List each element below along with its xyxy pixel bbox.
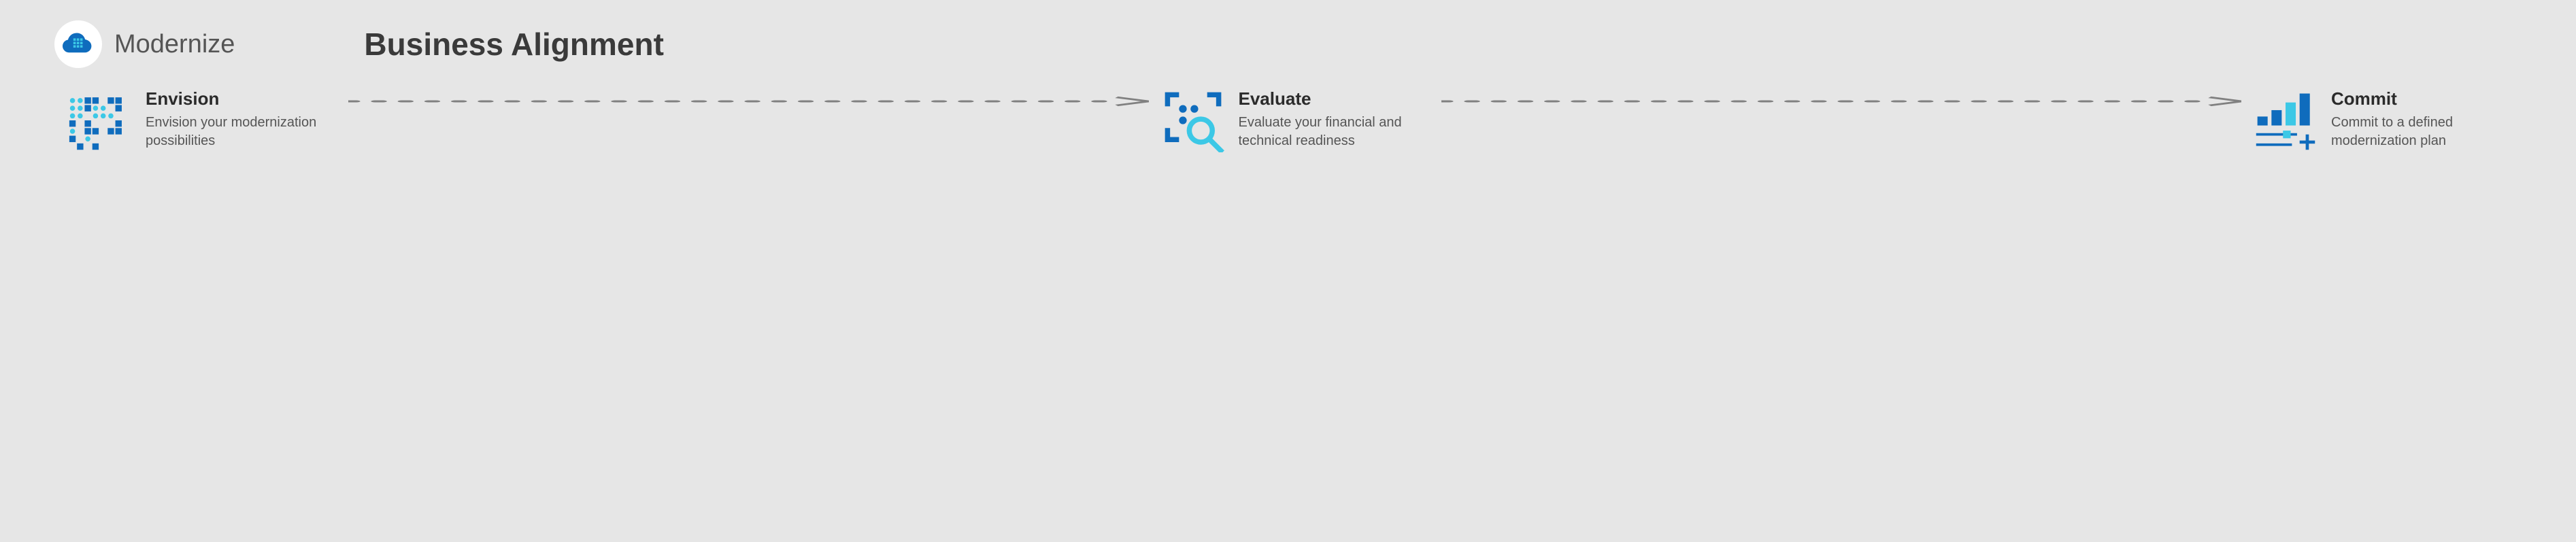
cloud-grid-icon bbox=[63, 29, 94, 60]
logo-circle bbox=[54, 20, 102, 68]
step-commit-title: Commit bbox=[2331, 88, 2522, 109]
step-envision-title: Envision bbox=[146, 88, 219, 109]
envision-icon bbox=[68, 88, 132, 152]
step-evaluate-desc: Evaluate your financial and technical re… bbox=[1239, 114, 1429, 150]
step-commit-text: Commit Commit to a defined modernization… bbox=[2331, 88, 2522, 150]
step-envision-text: Envision Envision your modernization pos… bbox=[146, 88, 336, 150]
logo-block: Modernize bbox=[54, 20, 235, 68]
step-envision-desc: Envision your modernization possibilitie… bbox=[146, 114, 336, 150]
connector-2 bbox=[1441, 92, 2242, 110]
evaluate-icon bbox=[1161, 88, 1225, 152]
page-root: Modernize Business Alignment bbox=[0, 0, 2576, 173]
step-evaluate: Evaluate Evaluate your financial and tec… bbox=[1161, 88, 1429, 152]
page-title: Business Alignment bbox=[364, 26, 663, 63]
connector-1 bbox=[348, 92, 1149, 110]
step-commit: Commit Commit to a defined modernization… bbox=[2254, 88, 2522, 152]
step-envision: Envision Envision your modernization pos… bbox=[68, 88, 336, 152]
step-commit-desc: Commit to a defined modernization plan bbox=[2331, 114, 2522, 150]
header-row: Modernize Business Alignment bbox=[54, 20, 2522, 68]
steps-row: Envision Envision your modernization pos… bbox=[54, 88, 2522, 152]
logo-text: Modernize bbox=[114, 30, 235, 59]
commit-icon bbox=[2254, 88, 2318, 152]
step-evaluate-text: Evaluate Evaluate your financial and tec… bbox=[1239, 88, 1429, 150]
step-evaluate-title: Evaluate bbox=[1239, 88, 1429, 109]
